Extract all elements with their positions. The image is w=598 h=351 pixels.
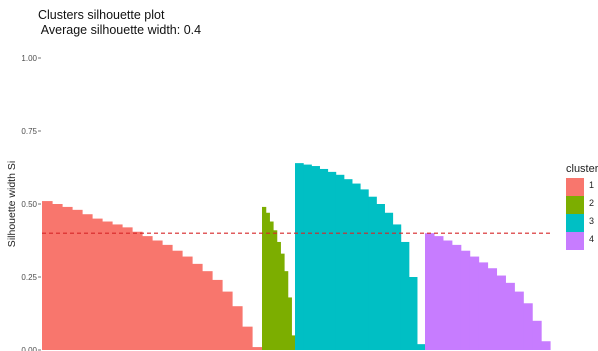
- silhouette-bar-cluster-1: [112, 224, 123, 350]
- silhouette-bar-cluster-1: [222, 291, 233, 350]
- silhouette-bar-cluster-1: [152, 240, 163, 350]
- silhouette-bar-cluster-4: [532, 320, 542, 350]
- y-tick-label: 1.00: [21, 54, 37, 63]
- silhouette-bar-cluster-1: [122, 227, 133, 350]
- silhouette-bar-cluster-4: [478, 262, 489, 350]
- silhouette-bar-cluster-1: [52, 204, 63, 350]
- silhouette-bar-cluster-2: [287, 297, 292, 350]
- silhouette-bar-cluster-4: [514, 291, 524, 350]
- silhouette-bar-cluster-3: [295, 163, 304, 350]
- chart-title: Clusters silhouette plot: [38, 8, 165, 22]
- silhouette-bar-cluster-1: [92, 218, 103, 350]
- legend-swatch: [566, 196, 584, 214]
- silhouette-bar-cluster-2: [262, 206, 267, 350]
- legend-swatch: [566, 214, 584, 232]
- chart-subtitle: Average silhouette width: 0.4: [38, 23, 202, 37]
- silhouette-bar-cluster-1: [72, 209, 83, 350]
- y-tick-label: 0.75: [21, 127, 37, 136]
- legend-label: 1: [589, 180, 595, 190]
- silhouette-bar-cluster-1: [162, 244, 173, 350]
- y-tick-label: 0.00: [21, 346, 37, 351]
- silhouette-bar-cluster-3: [408, 277, 418, 350]
- silhouette-bar-cluster-1: [232, 306, 243, 350]
- silhouette-bar-cluster-3: [343, 179, 353, 350]
- legend-item-3: 3: [566, 214, 598, 232]
- silhouette-bar-cluster-2: [276, 241, 281, 350]
- silhouette-bar-cluster-4: [451, 244, 462, 350]
- legend-title: cluster: [566, 163, 598, 175]
- silhouette-bar-cluster-1: [132, 231, 143, 350]
- silhouette-bar-cluster-4: [460, 250, 471, 350]
- silhouette-bar-cluster-2: [280, 253, 285, 350]
- silhouette-bar-cluster-4: [487, 268, 498, 350]
- silhouette-bar-cluster-3: [360, 189, 369, 350]
- silhouette-bar-cluster-3: [368, 196, 377, 350]
- silhouette-bar-cluster-1: [42, 201, 53, 350]
- silhouette-bar-cluster-4: [496, 275, 506, 350]
- silhouette-bar-cluster-3: [376, 204, 385, 350]
- silhouette-bar-cluster-1: [212, 279, 223, 350]
- legend-swatch: [566, 178, 584, 196]
- silhouette-bar-cluster-3: [416, 344, 426, 350]
- silhouette-bar-cluster-4: [505, 282, 515, 350]
- silhouette-bar-cluster-2: [284, 271, 289, 350]
- silhouette-bar-cluster-4: [442, 240, 453, 350]
- silhouette-bar-cluster-3: [400, 241, 410, 350]
- silhouette-bar-cluster-2: [269, 221, 274, 350]
- y-tick-label: 0.25: [21, 273, 37, 282]
- silhouette-bar-cluster-2: [273, 230, 278, 350]
- silhouette-bar-cluster-3: [319, 168, 329, 350]
- silhouette-bar-cluster-3: [351, 183, 361, 350]
- silhouette-bar-cluster-1: [62, 206, 73, 350]
- silhouette-bar-cluster-3: [335, 174, 345, 350]
- silhouette-bar-cluster-3: [384, 212, 394, 350]
- y-tick-label: 0.50: [21, 200, 37, 209]
- silhouette-bar-cluster-1: [142, 236, 153, 350]
- legend-label: 3: [589, 216, 595, 226]
- legend-label: 4: [589, 234, 595, 244]
- legend-swatch: [566, 232, 584, 250]
- silhouette-bar-cluster-1: [182, 256, 193, 350]
- silhouette-bar-cluster-1: [102, 221, 113, 350]
- legend-item-1: 1: [566, 178, 598, 196]
- bars-layer: [42, 163, 551, 350]
- silhouette-bar-cluster-4: [425, 233, 435, 350]
- silhouette-bar-cluster-4: [541, 341, 551, 350]
- silhouette-bar-cluster-1: [172, 250, 183, 350]
- silhouette-bar-cluster-1: [252, 347, 263, 350]
- silhouette-bar-cluster-3: [311, 166, 320, 350]
- legend-item-2: 2: [566, 196, 598, 214]
- silhouette-bar-cluster-2: [265, 212, 270, 350]
- silhouette-bar-cluster-3: [303, 164, 312, 350]
- y-axis-label: Silhouette width Si: [6, 161, 18, 247]
- silhouette-bar-cluster-4: [469, 256, 480, 350]
- silhouette-bar-cluster-2: [291, 335, 296, 350]
- silhouette-bar-cluster-3: [327, 171, 337, 350]
- silhouette-bar-cluster-1: [82, 214, 93, 350]
- silhouette-bar-cluster-4: [433, 236, 444, 350]
- silhouette-bar-cluster-1: [202, 271, 213, 350]
- legend-item-4: 4: [566, 232, 598, 250]
- y-axis: 0.00 0.25 0.50 0.75 1.00: [21, 54, 41, 351]
- silhouette-bar-cluster-3: [392, 224, 402, 350]
- silhouette-bar-cluster-1: [192, 263, 203, 350]
- legend-label: 2: [589, 198, 595, 208]
- silhouette-bar-cluster-4: [523, 303, 533, 350]
- silhouette-bar-cluster-1: [242, 326, 253, 350]
